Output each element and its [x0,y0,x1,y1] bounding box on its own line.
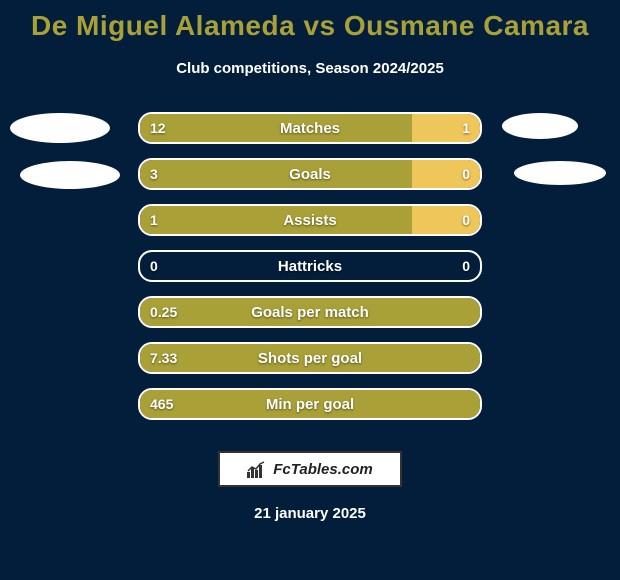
stat-row: 00Hattricks [0,243,620,289]
stat-row: 121Matches [0,105,620,151]
brand-text: FcTables.com [273,461,372,478]
stat-label: Matches [140,114,480,142]
brand-badge[interactable]: FcTables.com [218,451,402,487]
stat-label: Hattricks [140,252,480,280]
stat-bar-track: 0.25Goals per match [138,296,482,328]
stat-bar-track: 30Goals [138,158,482,190]
stat-label: Shots per goal [140,344,480,372]
stat-bar-track: 7.33Shots per goal [138,342,482,374]
stat-row: 0.25Goals per match [0,289,620,335]
subtitle: Club competitions, Season 2024/2025 [0,60,620,77]
stat-row: 10Assists [0,197,620,243]
stat-label: Assists [140,206,480,234]
stat-bar-track: 10Assists [138,204,482,236]
stat-bar-track: 121Matches [138,112,482,144]
stat-bar-track: 00Hattricks [138,250,482,282]
stat-label: Goals per match [140,298,480,326]
page-title: De Miguel Alameda vs Ousmane Camara [0,0,620,42]
comparison-chart: 121Matches 30Goals 10Assists 00Hattricks 0.2… [0,105,620,427]
stat-row: 30Goals [0,151,620,197]
date-text: 21 january 2025 [0,505,620,522]
stat-row: 465Min per goal [0,381,620,427]
stat-label: Min per goal [140,390,480,418]
stat-label: Goals [140,160,480,188]
stat-bar-track: 465Min per goal [138,388,482,420]
chart-logo-icon [247,460,267,478]
stat-row: 7.33Shots per goal [0,335,620,381]
